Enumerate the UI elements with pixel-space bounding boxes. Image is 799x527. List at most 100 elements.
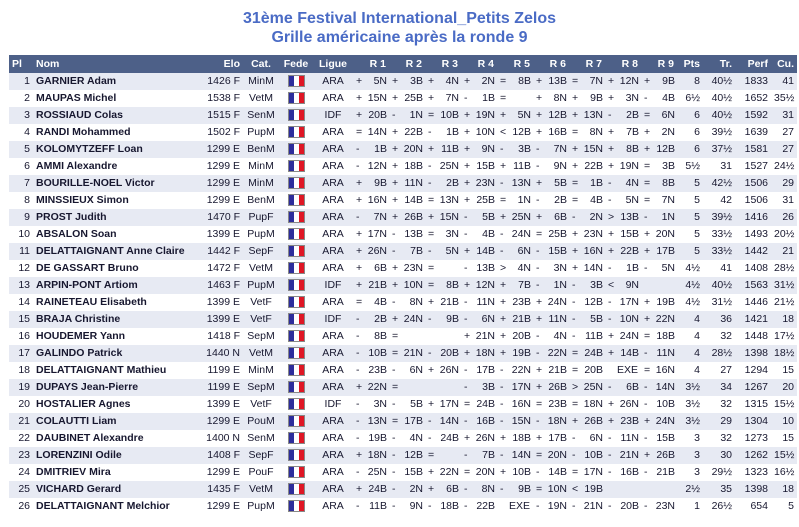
cell-federation — [279, 379, 313, 396]
cell-round-r5: <12B — [500, 126, 531, 138]
table-row: 25 VICHARD Gerard 1435 F VetM ARA +24B -2N +6B -… — [9, 481, 797, 498]
cell-round-r9: -11N — [641, 345, 677, 362]
cell-tiebreak: 30 — [703, 447, 735, 464]
cell-league: ARA — [313, 209, 353, 226]
cell-elo: 1199 E — [199, 379, 243, 396]
cell-round-r2: +20N — [389, 141, 425, 158]
cell-cumulative: 31 — [782, 194, 794, 206]
cell-round-r3: +11B — [425, 141, 461, 158]
cell-federation — [279, 107, 313, 124]
col-header-r7: R 7 — [569, 55, 605, 73]
cell-cumulative: 21 — [771, 243, 797, 260]
cell-elo: 1470 F — [199, 209, 243, 226]
france-flag-icon — [287, 500, 305, 513]
cell-cumulative: 31½ — [771, 277, 797, 294]
cell-place: 10 — [18, 228, 30, 240]
table-row: 26 DELATTAIGNANT Melchior 1299 E PupM ARA -11… — [9, 498, 797, 515]
cell-performance: 1506 — [735, 175, 771, 192]
cell-round-r2: -12B — [389, 447, 425, 464]
cell-performance: 1398 — [735, 345, 771, 362]
table-row: 6 AMMI Alexandre 1299 E MinM ARA -12N +18B -25N… — [9, 158, 797, 175]
cell-performance: 654 — [750, 500, 768, 512]
col-header-pts: Pts — [677, 55, 703, 73]
table-row: 18 DELATTAIGNANT Mathieu 1199 E MinM ARA -23B… — [9, 362, 797, 379]
cell-round-r8: -2B — [605, 107, 641, 124]
cell-round-r1: = 4B — [356, 296, 387, 308]
cell-round-r7: -11B — [572, 330, 603, 342]
cell-round-r9: = 8B — [641, 175, 677, 192]
cell-elo: 1400 N — [206, 432, 240, 444]
cell-round-r1: +22N — [353, 379, 389, 396]
cell-performance: 1446 — [744, 296, 768, 308]
table-row: 17 GALINDO Patrick 1440 N VetM ARA -10B = 21N -2… — [9, 345, 797, 362]
cell-round-r6: +8N — [536, 92, 567, 104]
cell-federation — [279, 226, 313, 243]
cell-cumulative: 18½ — [771, 345, 797, 362]
cell-performance: 1581 — [735, 141, 771, 158]
cell-federation — [279, 447, 313, 464]
france-flag-icon — [287, 449, 305, 462]
cell-round-r3 — [425, 379, 461, 396]
cell-round-r5: -15N — [497, 413, 533, 430]
cell-tiebreak: 31½ — [711, 296, 732, 308]
table-row: 3 ROSSIAUD Colas 1515 F SenM IDF +20B -1N = 10B +… — [9, 107, 797, 124]
col-header-r5: R 5 — [497, 55, 533, 73]
cell-points: 5½ — [685, 160, 700, 172]
cell-tiebreak: 28½ — [703, 345, 735, 362]
cell-round-r3: = 13N — [428, 194, 459, 206]
cell-place: 24 — [18, 466, 30, 478]
cell-round-r6: -9N — [536, 160, 567, 172]
cell-round-r6: +21B — [536, 364, 567, 376]
cell-points: 3½ — [677, 413, 703, 430]
cell-federation — [279, 277, 313, 294]
cell-federation — [279, 141, 313, 158]
cell-round-r5: -9B — [497, 481, 533, 498]
cell-round-r8: -16B — [608, 466, 639, 478]
cell-category: MinM — [248, 160, 274, 172]
cell-round-r9: -23N — [644, 500, 675, 512]
cell-round-r4: = 24B — [464, 398, 495, 410]
cell-round-r2: = 17B — [389, 413, 425, 430]
cell-round-r6: +6B — [533, 209, 569, 226]
cell-category: PouF — [248, 466, 274, 478]
cell-round-r6: -19N — [536, 500, 567, 512]
col-header-cu: Cu. — [771, 55, 797, 73]
cell-round-r2: -9N — [392, 500, 423, 512]
cell-round-r1: -13N — [353, 413, 389, 430]
cell-tiebreak: 40½ — [711, 92, 732, 104]
cell-round-r1: +26N — [353, 243, 389, 260]
cell-category: SepM — [243, 379, 279, 396]
cell-round-r9: = 18B — [644, 330, 675, 342]
france-flag-icon — [287, 313, 305, 326]
cell-round-r4: +9N — [461, 141, 497, 158]
cell-round-r1: -10B — [353, 345, 389, 362]
cell-performance: 1304 — [735, 413, 771, 430]
cell-place: 3 — [9, 107, 33, 124]
cell-league: ARA — [322, 262, 344, 274]
cell-round-r7: -2N — [569, 209, 605, 226]
cell-round-r3: -2B — [425, 175, 461, 192]
table-row: 13 ARPIN-PONT Artiom 1463 F PupM IDF +21B +10N… — [9, 277, 797, 294]
cell-round-r8: -1B — [608, 262, 639, 274]
cell-performance: 1442 — [735, 243, 771, 260]
cell-category: VetM — [249, 262, 273, 274]
cell-elo: 1299 E — [206, 466, 240, 478]
cell-cumulative: 15½ — [774, 398, 795, 410]
cell-round-r4: -17B — [464, 364, 495, 376]
cell-cumulative: 35½ — [774, 92, 795, 104]
tournament-grid-page: 31ème Festival International_Petits Zelo… — [9, 10, 797, 515]
cell-round-r6: = 23B — [536, 398, 567, 410]
cell-tiebreak: 34 — [703, 379, 735, 396]
cell-place: 22 — [18, 432, 30, 444]
cell-round-r7: = 20B — [572, 364, 603, 376]
france-flag-icon — [287, 466, 305, 479]
cell-round-r7: +22B — [572, 160, 603, 172]
cell-round-r9: +26B — [641, 447, 677, 464]
cell-league: ARA — [313, 481, 353, 498]
cell-tiebreak: 42 — [720, 194, 732, 206]
cell-player-name: DELATTAIGNANT Anne Claire — [33, 243, 199, 260]
cell-round-r3: -14N — [425, 413, 461, 430]
cell-round-r1: +5N — [353, 73, 389, 90]
cell-tiebreak: 35 — [703, 481, 735, 498]
cell-round-r4: -3B — [461, 379, 497, 396]
